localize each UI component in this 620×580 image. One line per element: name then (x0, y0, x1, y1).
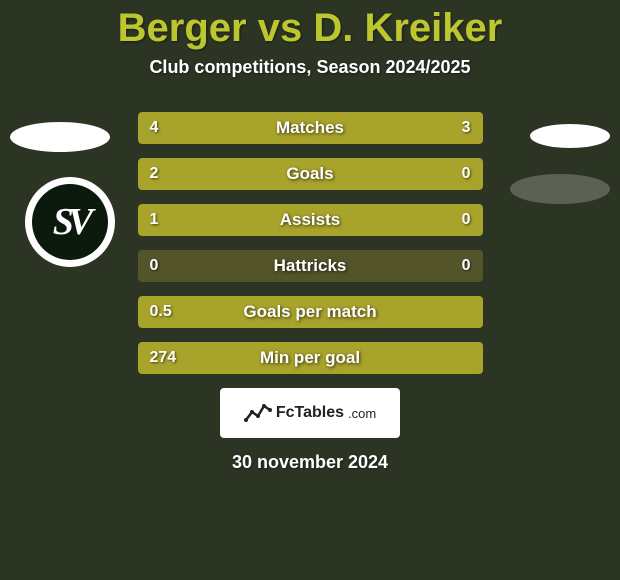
site-badge[interactable]: FcTables .com (220, 388, 400, 438)
player2-club-ellipse-2 (510, 174, 610, 204)
stat-value-left: 4 (138, 112, 171, 144)
subtitle: Club competitions, Season 2024/2025 (0, 57, 620, 78)
stat-value-left: 1 (138, 204, 171, 236)
stat-fill-left (138, 342, 483, 374)
stat-value-right: 3 (450, 112, 483, 144)
page-title: Berger vs D. Kreiker (0, 0, 620, 51)
stat-row: 0 0Hattricks (138, 250, 483, 282)
site-suffix: .com (348, 406, 376, 421)
stat-row: 43Matches (138, 112, 483, 144)
stat-row: 0.5Goals per match (138, 296, 483, 328)
player2-club-ellipse-1 (530, 124, 610, 148)
club-badge-inner: SV (32, 184, 108, 260)
stat-fill-left (138, 158, 407, 190)
site-name: FcTables (276, 404, 344, 422)
stat-bars: 43Matches20Goals10Assists00Hattricks0.5G… (138, 112, 483, 374)
stat-row: 10Assists (138, 204, 483, 236)
stat-value-right: 0 (450, 204, 483, 236)
comparison-infographic: SV Berger vs D. Kreiker Club competition… (0, 0, 620, 580)
player1-club-badge: SV (25, 177, 115, 267)
stat-fill-left (138, 204, 407, 236)
club-badge-text: SV (53, 200, 87, 244)
fctables-icon (244, 402, 272, 424)
player1-club-ellipse (10, 122, 110, 152)
stat-value-left: 0.5 (138, 296, 184, 328)
stat-label: Hattricks (138, 250, 483, 282)
stat-value-right: 0 (450, 158, 483, 190)
stat-value-right: 0 (450, 250, 483, 282)
stat-row: 20Goals (138, 158, 483, 190)
stat-value-left: 274 (138, 342, 189, 374)
stat-row: 274Min per goal (138, 342, 483, 374)
stat-value-left: 2 (138, 158, 171, 190)
stat-value-left: 0 (138, 250, 171, 282)
stat-fill-left (138, 296, 483, 328)
footer-date: 30 november 2024 (0, 452, 620, 473)
